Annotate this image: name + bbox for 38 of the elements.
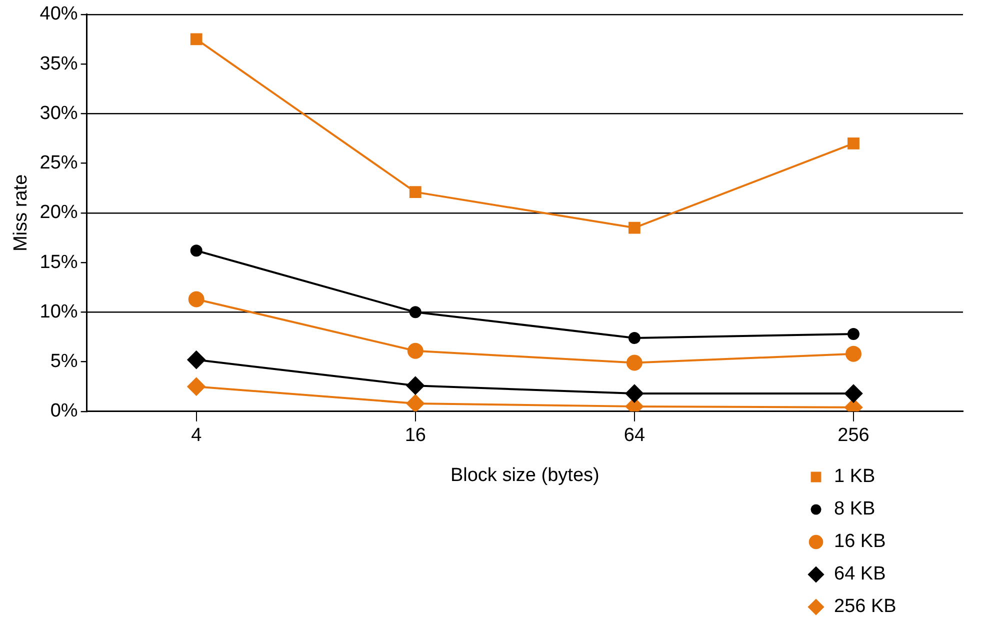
legend-label: 64 KB bbox=[834, 564, 886, 585]
y-tick-label: 20% bbox=[40, 202, 78, 224]
y-tick-label: 5% bbox=[50, 351, 78, 372]
x-tick-label: 256 bbox=[838, 425, 870, 446]
y-tick-label: 30% bbox=[40, 102, 78, 124]
x-axis-title: Block size (bytes) bbox=[450, 464, 600, 486]
legend-label: 16 KB bbox=[834, 531, 886, 552]
point bbox=[406, 376, 424, 395]
point bbox=[407, 342, 424, 359]
y-tick-label: 0% bbox=[50, 400, 78, 422]
point bbox=[626, 354, 642, 371]
point bbox=[406, 394, 424, 412]
legend-label: 1 KB bbox=[834, 466, 876, 488]
y-tick-label: 10% bbox=[40, 301, 78, 322]
y-tick-label: 40% bbox=[40, 4, 78, 25]
point bbox=[845, 346, 862, 362]
point bbox=[628, 332, 640, 344]
point bbox=[409, 186, 422, 198]
point bbox=[847, 328, 860, 340]
x-tick-label: 4 bbox=[191, 425, 202, 446]
y-tick-label: 35% bbox=[40, 53, 78, 74]
legend-label: 256 KB bbox=[834, 596, 896, 618]
legend-label: 8 KB bbox=[834, 498, 876, 520]
point bbox=[190, 33, 202, 46]
point bbox=[844, 384, 862, 403]
point bbox=[848, 137, 860, 150]
point bbox=[628, 222, 640, 234]
point bbox=[188, 291, 204, 308]
y-tick-label: 25% bbox=[40, 152, 78, 174]
point bbox=[187, 378, 206, 396]
point bbox=[625, 384, 644, 403]
point bbox=[187, 350, 206, 369]
point bbox=[190, 244, 202, 257]
y-axis-title: Miss rate bbox=[10, 174, 32, 252]
point bbox=[409, 306, 422, 318]
x-tick-label: 64 bbox=[624, 425, 646, 446]
x-tick-label: 16 bbox=[404, 425, 426, 446]
y-tick-label: 15% bbox=[40, 252, 78, 273]
